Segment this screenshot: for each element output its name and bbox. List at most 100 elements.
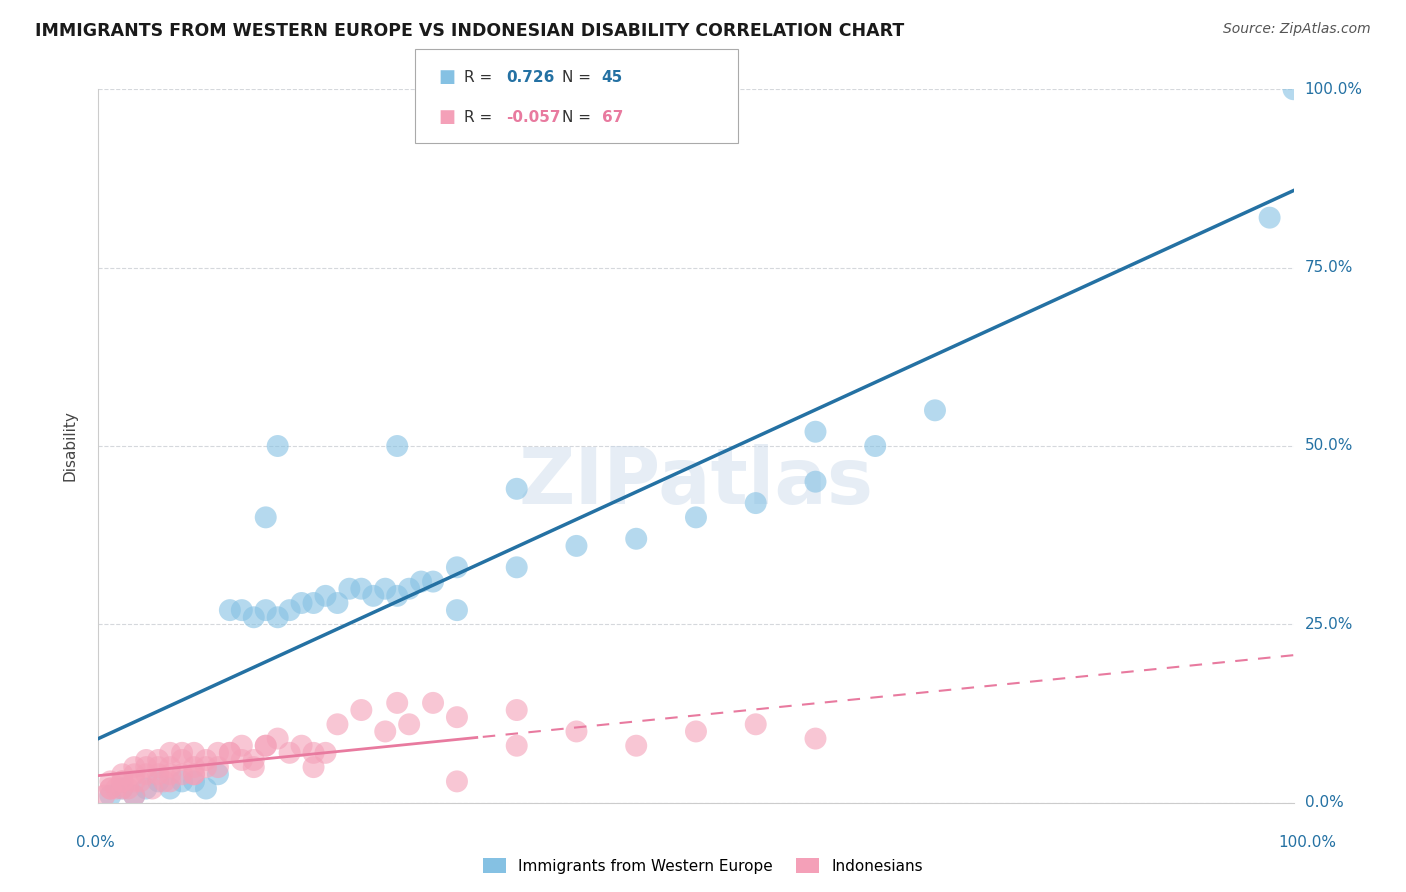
Point bbox=[506, 739, 529, 753]
Point bbox=[626, 739, 648, 753]
Point bbox=[446, 774, 468, 789]
Point bbox=[207, 746, 229, 760]
Point bbox=[422, 696, 444, 710]
Point bbox=[422, 574, 444, 589]
Point bbox=[565, 724, 588, 739]
Point bbox=[385, 439, 409, 453]
Point bbox=[135, 760, 157, 774]
Text: ■: ■ bbox=[439, 108, 456, 126]
Point bbox=[98, 781, 122, 796]
Point bbox=[804, 425, 827, 439]
Point bbox=[278, 603, 301, 617]
Point bbox=[172, 753, 194, 767]
Point bbox=[243, 753, 266, 767]
Point bbox=[363, 589, 385, 603]
Point bbox=[291, 739, 314, 753]
Point bbox=[219, 746, 242, 760]
Point bbox=[124, 774, 146, 789]
Point bbox=[254, 603, 277, 617]
Text: N =: N = bbox=[562, 110, 596, 125]
Point bbox=[148, 753, 170, 767]
Point bbox=[231, 739, 253, 753]
Point bbox=[745, 717, 768, 731]
Text: 100.0%: 100.0% bbox=[1305, 82, 1362, 96]
Point bbox=[111, 767, 134, 781]
Point bbox=[804, 475, 827, 489]
Point bbox=[159, 781, 181, 796]
Point bbox=[626, 532, 648, 546]
Point bbox=[159, 767, 181, 781]
Point bbox=[207, 760, 229, 774]
Point bbox=[685, 510, 707, 524]
Point bbox=[374, 724, 396, 739]
Point bbox=[172, 746, 194, 760]
Point bbox=[254, 510, 277, 524]
Point bbox=[243, 760, 266, 774]
Text: Source: ZipAtlas.com: Source: ZipAtlas.com bbox=[1223, 22, 1371, 37]
Point bbox=[124, 767, 146, 781]
Text: 100.0%: 100.0% bbox=[1278, 836, 1337, 850]
Point bbox=[350, 703, 373, 717]
Point bbox=[219, 746, 242, 760]
Point bbox=[231, 753, 253, 767]
Point bbox=[350, 582, 373, 596]
Text: R =: R = bbox=[464, 70, 498, 85]
Point bbox=[302, 760, 325, 774]
Text: 0.726: 0.726 bbox=[506, 70, 554, 85]
Y-axis label: Disability: Disability bbox=[63, 410, 77, 482]
Point bbox=[195, 753, 218, 767]
Point bbox=[254, 739, 277, 753]
Point bbox=[93, 789, 115, 803]
Point bbox=[685, 724, 707, 739]
Point bbox=[326, 596, 349, 610]
Point bbox=[111, 781, 134, 796]
Point bbox=[446, 560, 468, 574]
Point bbox=[385, 696, 409, 710]
Point bbox=[159, 746, 181, 760]
Point bbox=[398, 582, 420, 596]
Point bbox=[195, 760, 218, 774]
Point bbox=[129, 774, 152, 789]
Text: 0.0%: 0.0% bbox=[76, 836, 115, 850]
Point bbox=[159, 760, 181, 774]
Point bbox=[1258, 211, 1281, 225]
Point bbox=[565, 539, 588, 553]
Point bbox=[219, 603, 242, 617]
Point bbox=[183, 767, 205, 781]
Point bbox=[315, 589, 337, 603]
Point bbox=[148, 767, 170, 781]
Point bbox=[135, 781, 157, 796]
Point bbox=[124, 760, 146, 774]
Point bbox=[924, 403, 946, 417]
Point bbox=[98, 774, 122, 789]
Point bbox=[302, 746, 325, 760]
Text: -0.057: -0.057 bbox=[506, 110, 561, 125]
Point bbox=[506, 703, 529, 717]
Point bbox=[98, 789, 122, 803]
Point bbox=[124, 789, 146, 803]
Point bbox=[374, 582, 396, 596]
Point bbox=[172, 774, 194, 789]
Point bbox=[98, 781, 122, 796]
Point bbox=[195, 781, 218, 796]
Point bbox=[326, 717, 349, 731]
Point bbox=[243, 610, 266, 624]
Point bbox=[148, 774, 170, 789]
Text: 67: 67 bbox=[602, 110, 623, 125]
Text: N =: N = bbox=[562, 70, 596, 85]
Point bbox=[111, 774, 134, 789]
Point bbox=[105, 781, 128, 796]
Point bbox=[411, 574, 433, 589]
Point bbox=[135, 753, 157, 767]
Point bbox=[159, 774, 181, 789]
Text: 25.0%: 25.0% bbox=[1305, 617, 1353, 632]
Point bbox=[398, 717, 420, 731]
Point bbox=[153, 774, 176, 789]
Point bbox=[446, 710, 468, 724]
Point bbox=[141, 781, 163, 796]
Legend: Immigrants from Western Europe, Indonesians: Immigrants from Western Europe, Indonesi… bbox=[477, 852, 929, 880]
Text: 50.0%: 50.0% bbox=[1305, 439, 1353, 453]
Point bbox=[278, 746, 301, 760]
Text: ZIPatlas: ZIPatlas bbox=[519, 443, 873, 520]
Point bbox=[254, 739, 277, 753]
